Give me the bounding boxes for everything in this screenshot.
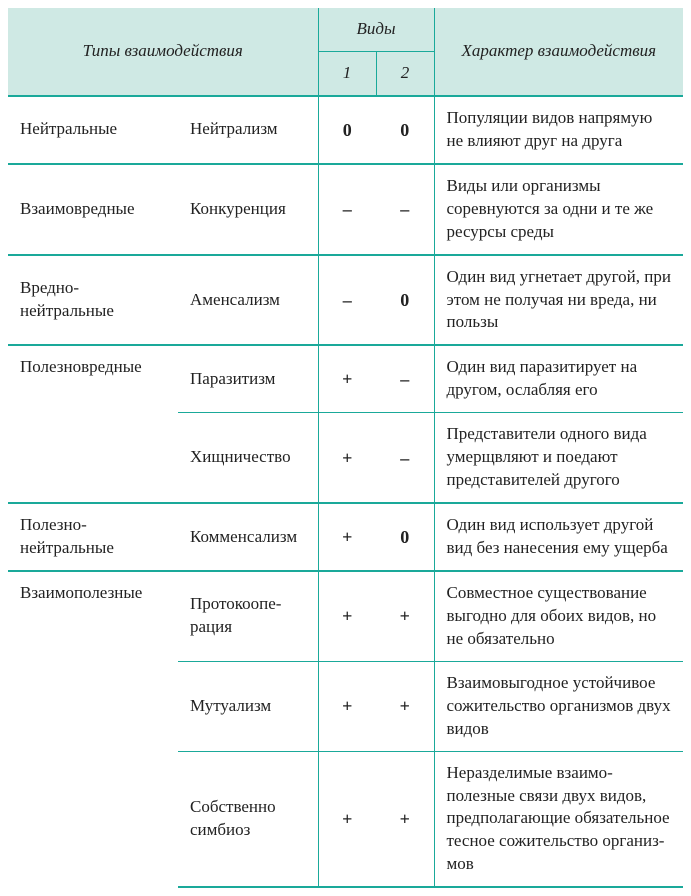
species1-cell: + bbox=[318, 413, 376, 503]
category-cell: Полезно-нейтральные bbox=[8, 503, 178, 571]
subtype-cell: Комменса­лизм bbox=[178, 503, 318, 571]
category-cell: Взаимовредные bbox=[8, 164, 178, 255]
header-species: Виды bbox=[318, 8, 434, 51]
subtype-cell: Протокоопе­рация bbox=[178, 571, 318, 661]
subtype-cell: Конкурен­ция bbox=[178, 164, 318, 255]
description-cell: Популяции видов напрямую не влияют друг … bbox=[434, 96, 683, 164]
species1-cell: + bbox=[318, 345, 376, 412]
description-cell: Взаимовыгодное устой­чивое сожительство … bbox=[434, 661, 683, 751]
species2-cell: – bbox=[376, 345, 434, 412]
table-row: Полезновредные Паразитизм + – Один вид п… bbox=[8, 345, 683, 412]
species1-cell: – bbox=[318, 255, 376, 346]
table-row: Взаимовредные Конкурен­ция – – Виды или … bbox=[8, 164, 683, 255]
category-cell: Полезновредные bbox=[8, 345, 178, 503]
interactions-table: Типы взаимодействия Виды Характер взаимо… bbox=[8, 8, 683, 888]
species2-cell: – bbox=[376, 413, 434, 503]
subtype-cell: Хищниче­ство bbox=[178, 413, 318, 503]
subtype-cell: Аменсализм bbox=[178, 255, 318, 346]
subtype-cell: Мутуализм bbox=[178, 661, 318, 751]
species1-cell: + bbox=[318, 571, 376, 661]
subtype-cell: Паразитизм bbox=[178, 345, 318, 412]
header-species-1: 1 bbox=[318, 51, 376, 95]
species1-cell: 0 bbox=[318, 96, 376, 164]
species2-cell: + bbox=[376, 571, 434, 661]
species1-cell: + bbox=[318, 661, 376, 751]
category-cell: Взаимополезные bbox=[8, 571, 178, 887]
header-types: Типы взаимодействия bbox=[8, 8, 318, 96]
description-cell: Виды или организмы соревнуются за одни и… bbox=[434, 164, 683, 255]
category-cell: Вредно-нейтральные bbox=[8, 255, 178, 346]
subtype-cell: Нейтрализм bbox=[178, 96, 318, 164]
table-row: Полезно-нейтральные Комменса­лизм + 0 Од… bbox=[8, 503, 683, 571]
species2-cell: – bbox=[376, 164, 434, 255]
description-cell: Неразделимые взаимо­полезные связи двух … bbox=[434, 751, 683, 887]
species1-cell: + bbox=[318, 751, 376, 887]
description-cell: Один вид использует другой вид без нанес… bbox=[434, 503, 683, 571]
species2-cell: + bbox=[376, 661, 434, 751]
header-nature: Характер взаимодействия bbox=[434, 8, 683, 96]
species1-cell: – bbox=[318, 164, 376, 255]
table-row: Взаимополезные Протокоопе­рация + + Совм… bbox=[8, 571, 683, 661]
species2-cell: + bbox=[376, 751, 434, 887]
table-row: Нейтральные Нейтрализм 0 0 Популяции вид… bbox=[8, 96, 683, 164]
species2-cell: 0 bbox=[376, 96, 434, 164]
category-cell: Нейтральные bbox=[8, 96, 178, 164]
species2-cell: 0 bbox=[376, 503, 434, 571]
subtype-cell: Собственно симбиоз bbox=[178, 751, 318, 887]
description-cell: Один вид угнетает другой, при этом не по… bbox=[434, 255, 683, 346]
species2-cell: 0 bbox=[376, 255, 434, 346]
description-cell: Представители одного вида умерщвляют и п… bbox=[434, 413, 683, 503]
species1-cell: + bbox=[318, 503, 376, 571]
header-species-2: 2 bbox=[376, 51, 434, 95]
table-header: Типы взаимодействия Виды Характер взаимо… bbox=[8, 8, 683, 96]
table-body: Нейтральные Нейтрализм 0 0 Популяции вид… bbox=[8, 96, 683, 887]
description-cell: Совместное существова­ние выгодно для об… bbox=[434, 571, 683, 661]
description-cell: Один вид паразитирует на другом, ослабля… bbox=[434, 345, 683, 412]
table-row: Вредно-нейтральные Аменсализм – 0 Один в… bbox=[8, 255, 683, 346]
